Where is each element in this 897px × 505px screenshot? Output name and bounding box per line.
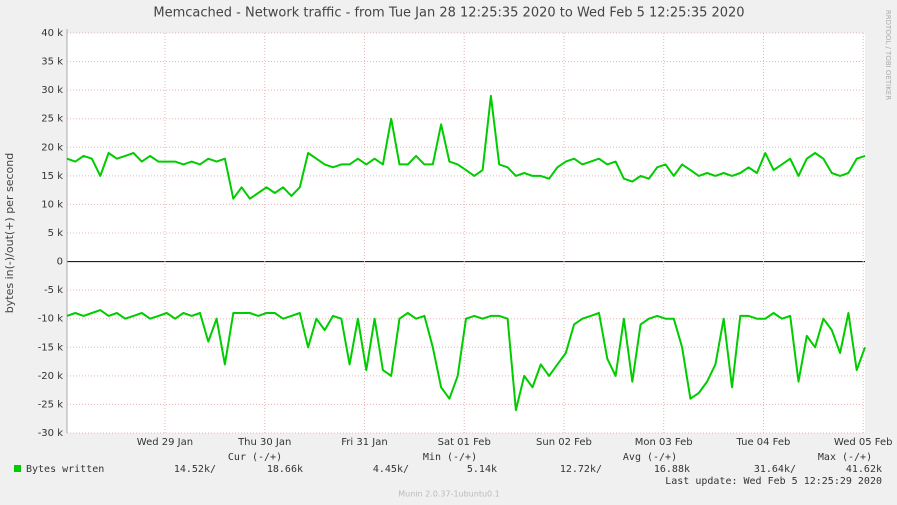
chart-title: Memcached - Network traffic - from Tue J… bbox=[153, 6, 744, 21]
x-tick-label: Wed 05 Feb bbox=[834, 437, 893, 448]
y-tick-label: 5 k bbox=[48, 228, 64, 239]
last-update: Last update: Wed Feb 5 12:25:29 2020 bbox=[665, 476, 882, 487]
y-tick-label: 0 bbox=[57, 257, 63, 268]
stats-header: Min (-/+) bbox=[423, 452, 477, 463]
y-tick-label: -10 k bbox=[38, 314, 64, 325]
x-tick-label: Sun 02 Feb bbox=[536, 437, 592, 448]
y-tick-label: 25 k bbox=[41, 114, 63, 125]
legend-swatch bbox=[14, 465, 21, 472]
stats-value: 41.62k bbox=[846, 464, 882, 475]
y-tick-label: 35 k bbox=[41, 57, 63, 68]
x-tick-label: Tue 04 Feb bbox=[736, 437, 791, 448]
watermark: RRDTOOL / TOBI OETIKER bbox=[884, 10, 892, 100]
y-tick-label: 40 k bbox=[41, 28, 63, 39]
stats-value: 12.72k/ bbox=[560, 464, 602, 475]
stats-header: Max (-/+) bbox=[818, 452, 872, 463]
y-tick-label: -30 k bbox=[38, 428, 64, 439]
stats-value: 16.88k bbox=[654, 464, 690, 475]
x-tick-label: Fri 31 Jan bbox=[341, 437, 387, 448]
x-tick-label: Wed 29 Jan bbox=[137, 437, 193, 448]
footer: Munin 2.0.37-1ubuntu0.1 bbox=[398, 490, 500, 499]
stats-value: 5.14k bbox=[467, 464, 497, 475]
stats-value: 31.64k/ bbox=[754, 464, 796, 475]
x-tick-label: Sat 01 Feb bbox=[438, 437, 491, 448]
y-tick-label: 20 k bbox=[41, 142, 63, 153]
stats-value: 18.66k bbox=[267, 464, 303, 475]
stats-header: Cur (-/+) bbox=[228, 452, 282, 463]
x-tick-label: Mon 03 Feb bbox=[635, 437, 693, 448]
data-line bbox=[66, 94, 866, 200]
y-tick-label: 10 k bbox=[41, 199, 63, 210]
data-line bbox=[66, 309, 866, 412]
y-tick-label: 30 k bbox=[41, 85, 63, 96]
stats-header: Avg (-/+) bbox=[623, 452, 677, 463]
y-tick-label: -20 k bbox=[38, 371, 64, 382]
stats-value: 14.52k/ bbox=[174, 464, 216, 475]
legend-label: Bytes written bbox=[26, 464, 104, 475]
y-tick-label: -5 k bbox=[44, 285, 63, 296]
stats-value: 4.45k/ bbox=[373, 464, 409, 475]
y-tick-label: -15 k bbox=[38, 342, 64, 353]
y-axis-label: bytes in(-)/out(+) per second bbox=[3, 153, 16, 313]
x-tick-label: Thu 30 Jan bbox=[237, 437, 291, 448]
y-tick-label: -25 k bbox=[38, 399, 64, 410]
y-tick-label: 15 k bbox=[41, 171, 63, 182]
